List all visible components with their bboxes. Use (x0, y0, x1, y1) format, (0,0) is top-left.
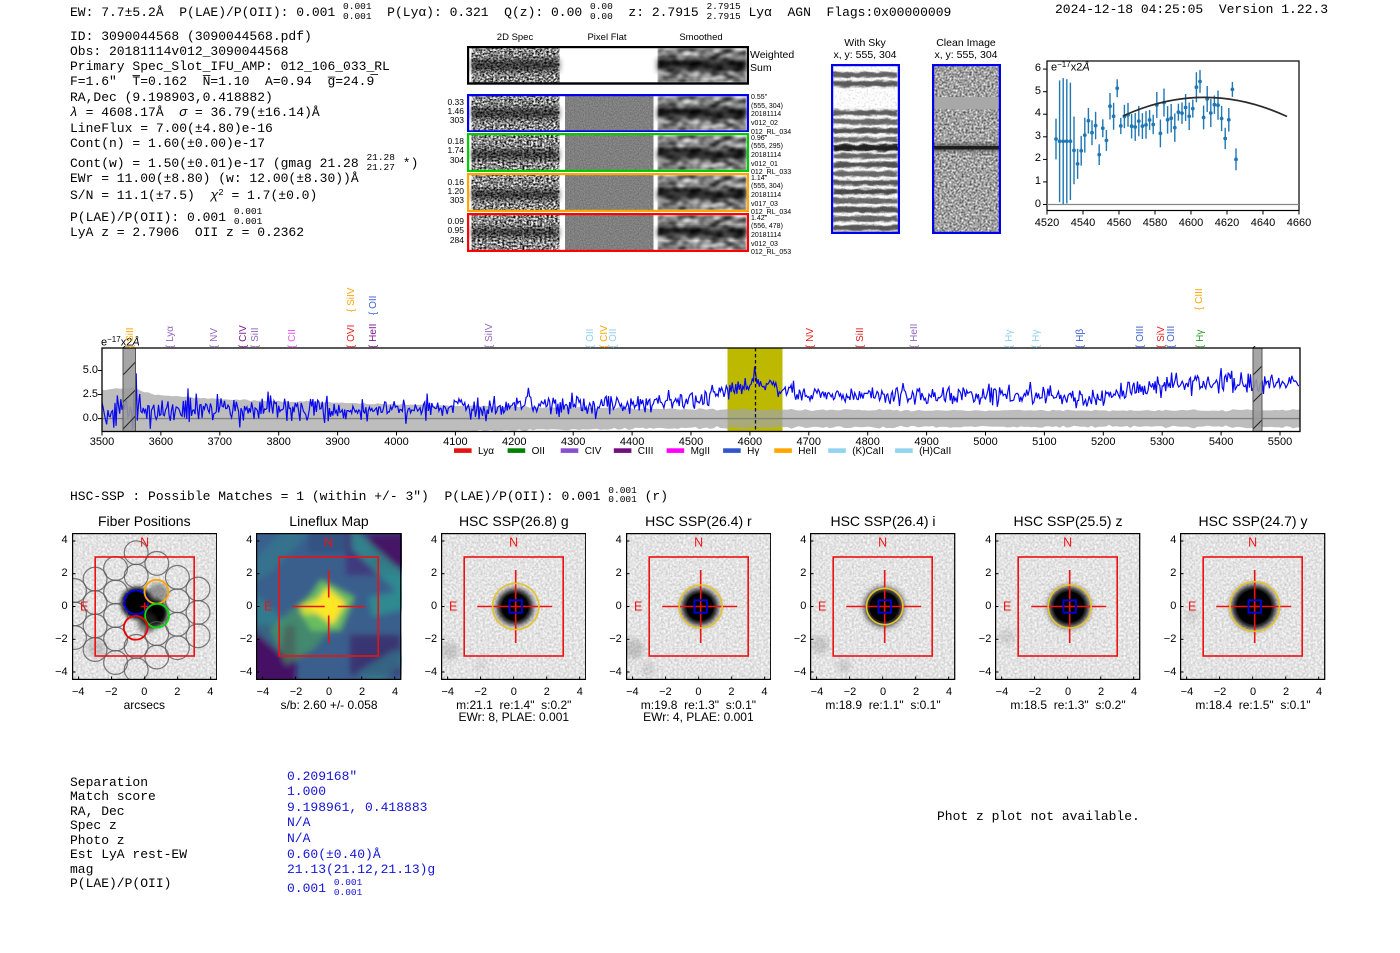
svg-text:N: N (1248, 536, 1257, 550)
svg-text:N: N (140, 536, 149, 550)
svg-text:E: E (1188, 599, 1196, 613)
svg-text:N: N (879, 536, 888, 550)
svg-text:E: E (818, 599, 826, 613)
svg-text:E: E (449, 599, 457, 613)
svg-text:E: E (80, 599, 88, 613)
svg-text:N: N (325, 536, 334, 550)
svg-text:N: N (694, 536, 703, 550)
svg-text:N: N (509, 536, 518, 550)
svg-text:E: E (634, 599, 642, 613)
svg-text:N: N (1064, 536, 1073, 550)
svg-text:E: E (264, 599, 272, 613)
svg-text:E: E (1003, 599, 1011, 613)
